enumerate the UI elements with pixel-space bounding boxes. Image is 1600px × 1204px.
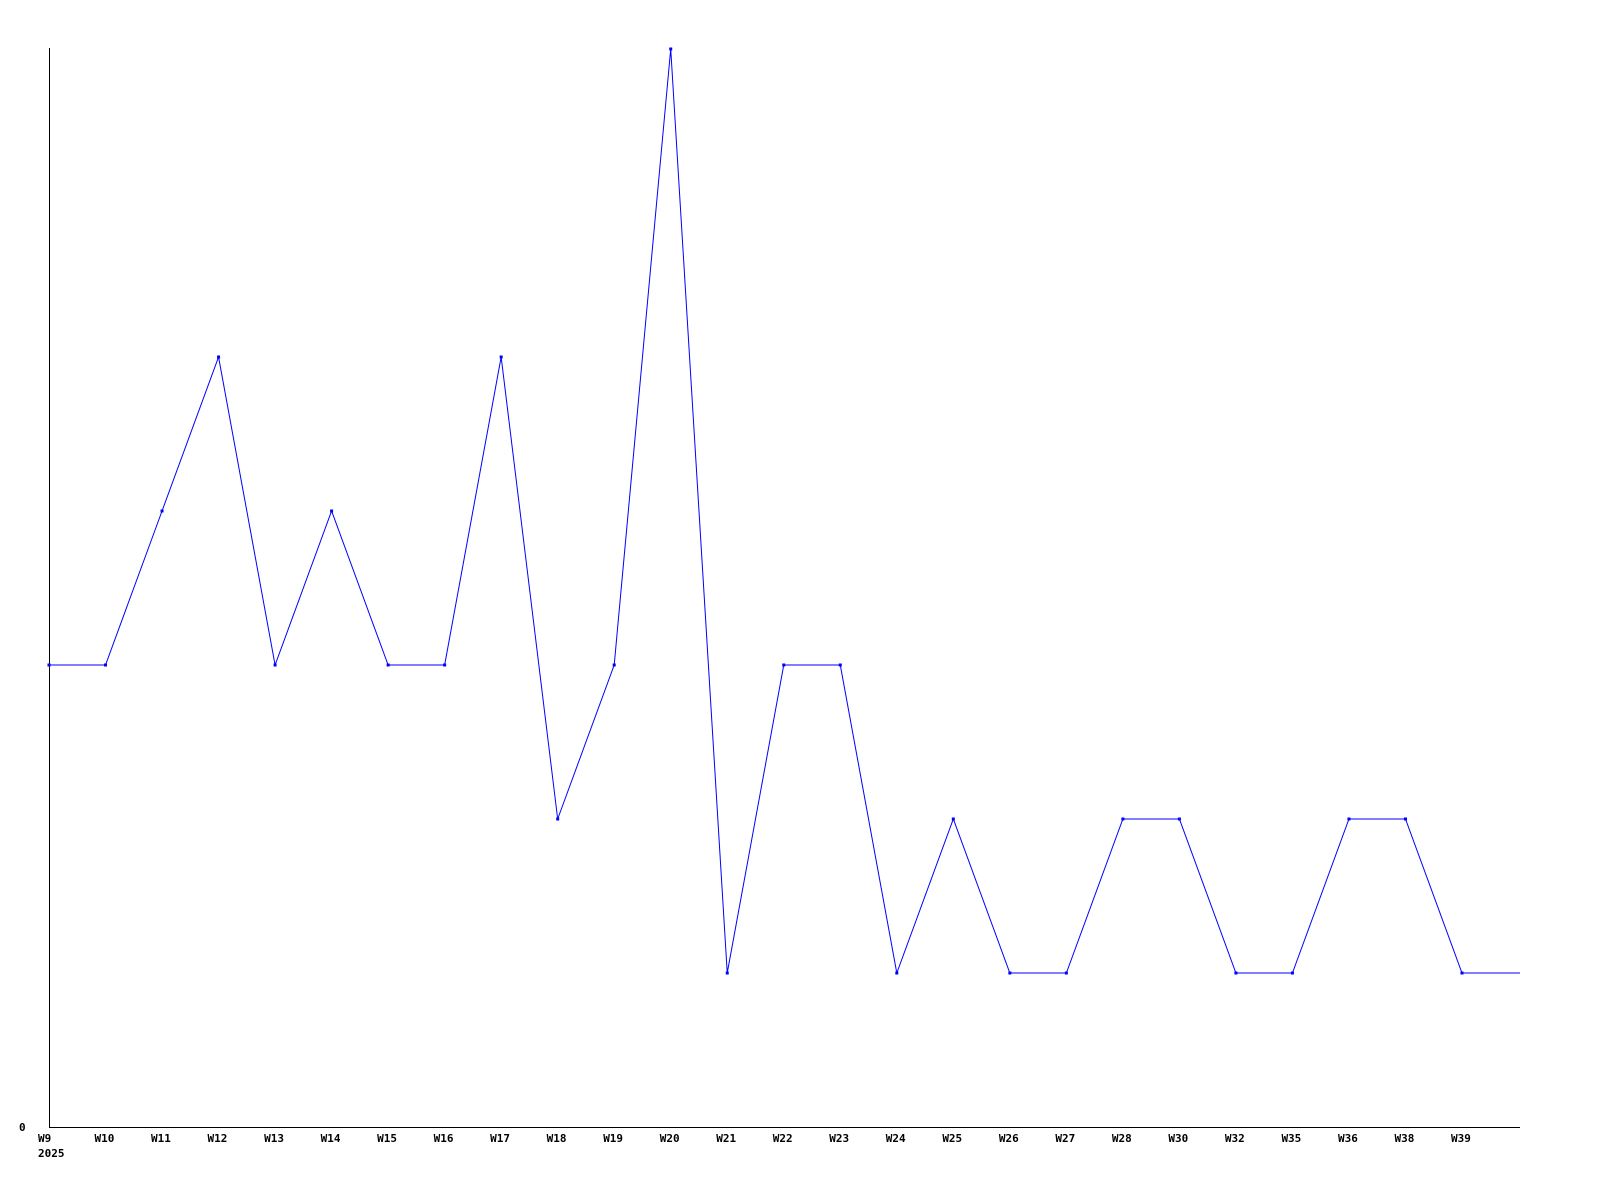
x-tick-label: W20: [660, 1132, 680, 1145]
series-line: [49, 48, 1520, 975]
x-tick-label: W16: [434, 1132, 454, 1145]
data-point: [1121, 817, 1125, 821]
data-point: [443, 663, 447, 667]
data-point: [1290, 971, 1294, 975]
x-tick-label: W10: [95, 1132, 115, 1145]
x-tick-label: W39: [1451, 1132, 1471, 1145]
data-point: [951, 817, 955, 821]
data-point: [104, 663, 108, 667]
data-point: [725, 971, 729, 975]
data-point: [1403, 817, 1407, 821]
y-tick-label: 0: [19, 1121, 26, 1134]
data-point: [612, 663, 616, 667]
data-point: [160, 509, 164, 513]
data-point: [1064, 971, 1068, 975]
x-tick-label: W26: [999, 1132, 1019, 1145]
data-point: [1347, 817, 1351, 821]
x-tick-label: W22: [773, 1132, 793, 1145]
x-tick-label: W35: [1281, 1132, 1301, 1145]
data-point: [217, 355, 221, 359]
data-point: [47, 663, 51, 667]
x-tick-label: W23: [829, 1132, 849, 1145]
x-tick-label: W11: [151, 1132, 171, 1145]
year-label: 2025: [38, 1147, 65, 1160]
x-tick-label: W12: [208, 1132, 228, 1145]
x-tick-label: W25: [942, 1132, 962, 1145]
x-tick-label: W36: [1338, 1132, 1358, 1145]
x-tick-label: W24: [886, 1132, 906, 1145]
x-tick-label: W9: [38, 1132, 51, 1145]
data-point: [556, 817, 560, 821]
x-tick-label: W15: [377, 1132, 397, 1145]
data-point: [386, 663, 390, 667]
x-tick-label: W13: [264, 1132, 284, 1145]
data-point: [330, 509, 334, 513]
x-tick-label: W27: [1055, 1132, 1075, 1145]
data-point: [838, 663, 842, 667]
data-point: [1460, 971, 1464, 975]
x-tick-label: W38: [1394, 1132, 1414, 1145]
x-tick-label: W32: [1225, 1132, 1245, 1145]
x-tick-label: W21: [716, 1132, 736, 1145]
data-point: [1008, 971, 1012, 975]
data-point: [273, 663, 277, 667]
x-tick-label: W19: [603, 1132, 623, 1145]
data-point: [669, 47, 673, 51]
x-tick-label: W30: [1168, 1132, 1188, 1145]
data-point: [895, 971, 899, 975]
x-tick-label: W14: [321, 1132, 341, 1145]
x-tick-label: W18: [547, 1132, 567, 1145]
data-point: [499, 355, 503, 359]
data-point: [1234, 971, 1238, 975]
data-point: [782, 663, 786, 667]
x-tick-label: W17: [490, 1132, 510, 1145]
x-tick-label: W28: [1112, 1132, 1132, 1145]
data-point: [1177, 817, 1181, 821]
